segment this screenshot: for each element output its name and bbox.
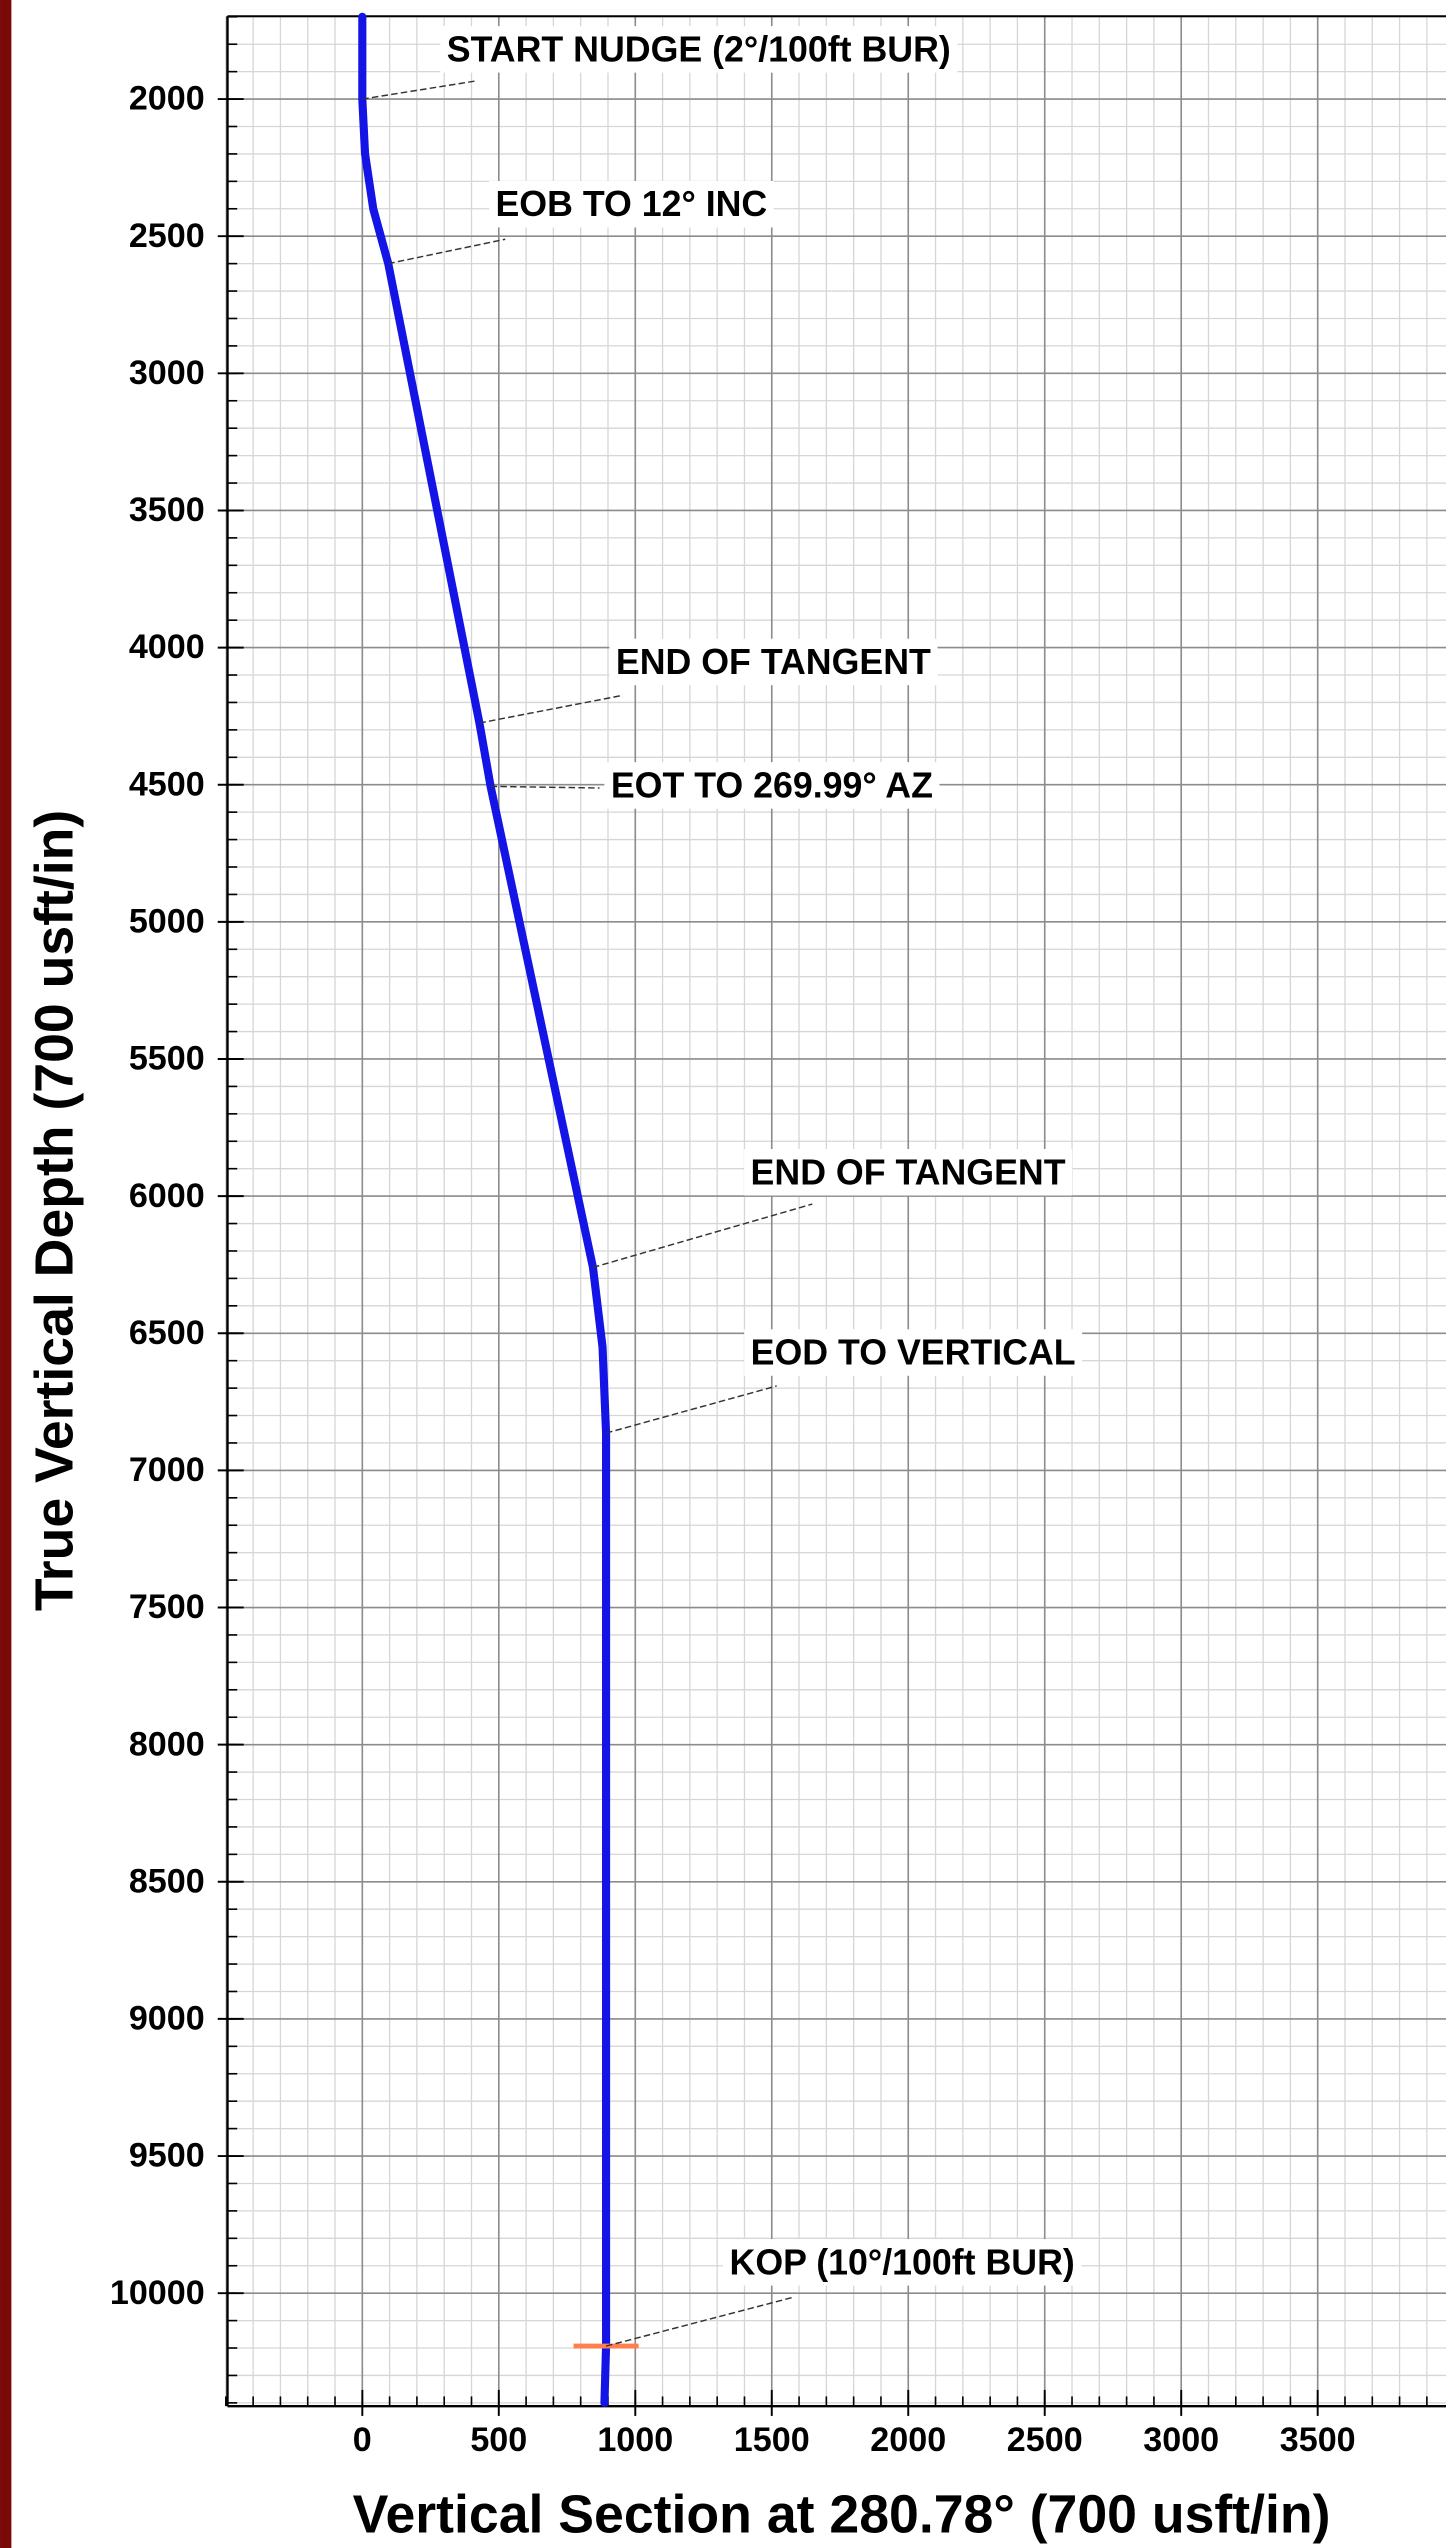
x-tick-label: 2500	[1007, 2421, 1083, 2459]
y-tick-label: 7000	[129, 1451, 205, 1489]
annotation-label: START NUDGE (2°/100ft BUR)	[447, 29, 951, 69]
label-background	[440, 26, 958, 73]
leader-line	[490, 785, 600, 789]
leader-line	[605, 1385, 777, 1434]
annotation-label: EOD TO VERTICAL	[751, 1333, 1076, 1373]
y-tick-label: 4500	[129, 765, 205, 803]
leader-line	[592, 1203, 813, 1269]
x-tick-label: 500	[470, 2421, 527, 2459]
y-tick-label: 8500	[129, 1862, 205, 1900]
x-tick-label: 1500	[734, 2421, 810, 2459]
x-tick-label: 1000	[597, 2421, 673, 2459]
y-tick-label: 2000	[129, 80, 205, 118]
y-tick-label: 6500	[129, 1314, 205, 1352]
y-tick-label: 9500	[129, 2137, 205, 2175]
x-tick-label: 2000	[870, 2421, 946, 2459]
leader-line	[605, 2296, 794, 2347]
annotation-label: EOT TO 269.99° AZ	[611, 765, 933, 805]
label-background	[744, 1149, 1073, 1196]
left-border	[0, 0, 12, 2548]
y-tick-label: 8000	[129, 1725, 205, 1763]
y-tick-label: 6000	[129, 1177, 205, 1215]
y-tick-label: 3500	[129, 491, 205, 529]
well-path	[358, 12, 611, 2407]
label-background	[609, 638, 938, 686]
label-background	[604, 762, 940, 809]
label-background	[723, 2239, 1082, 2286]
y-tick-label: 10000	[110, 2274, 205, 2312]
leader-line	[479, 694, 623, 724]
leader-line	[362, 80, 475, 100]
y-tick-label: 7500	[129, 1588, 205, 1626]
x-tick-label: 3500	[1280, 2421, 1356, 2459]
annotation-label: END OF TANGENT	[616, 642, 931, 682]
grid	[225, 15, 1446, 2407]
y-tick-label: 3000	[129, 354, 205, 392]
annotations: START NUDGE (2°/100ft BUR) EOB TO 12° INC…	[362, 26, 1083, 2349]
x-tick-label: 3000	[1143, 2421, 1219, 2459]
annotation-label: EOB TO 12° INC	[495, 184, 767, 224]
leader-line	[388, 238, 506, 265]
y-tick-label: 2500	[129, 217, 205, 255]
y-axis-title: True Vertical Depth (700 usft/in)	[25, 810, 85, 1611]
annotation-label: END OF TANGENT	[751, 1152, 1066, 1192]
label-background	[744, 1329, 1083, 1376]
y-tick-label: 4000	[129, 628, 205, 666]
annotation-label: KOP (10°/100ft BUR)	[730, 2242, 1075, 2282]
y-tick-label: 9000	[129, 2000, 205, 2038]
y-tick-label: 5500	[129, 1040, 205, 1078]
x-tick-label: 0	[353, 2421, 372, 2459]
x-axis-title: Vertical Section at 280.78° (700 usft/in…	[353, 2484, 1331, 2544]
y-tick-label: 5000	[129, 902, 205, 940]
label-background	[488, 180, 774, 228]
